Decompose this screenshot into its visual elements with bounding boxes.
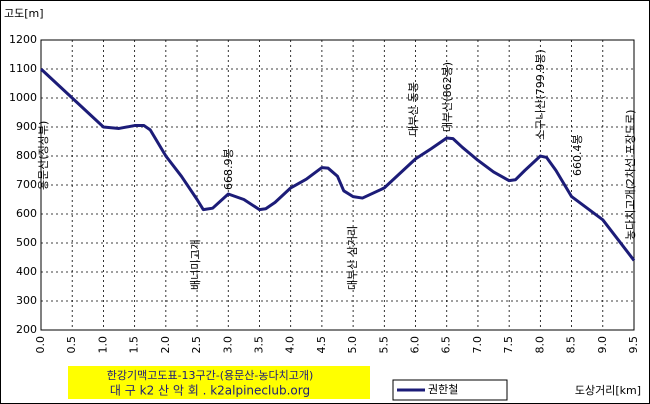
y-axis-title: 고도[m]	[4, 7, 44, 20]
legend	[392, 379, 508, 401]
x-tick-label: 9.0	[596, 336, 609, 354]
x-tick-label: 5.0	[346, 336, 359, 354]
y-tick-label: 600	[16, 207, 37, 220]
x-tick-label: 2.0	[159, 336, 172, 354]
plot-frame	[40, 39, 635, 331]
x-tick-label: 3.5	[252, 336, 265, 354]
annotation: 배너미고개	[189, 239, 202, 290]
x-tick-label: 7.0	[471, 336, 484, 354]
x-tick-label: 2.5	[190, 336, 203, 354]
y-tick-label: 200	[16, 323, 37, 336]
y-tick-label: 700	[16, 178, 37, 191]
x-tick-label: 4.5	[315, 336, 328, 354]
note-box	[68, 366, 370, 399]
annotation: 농다치고개(2차선 포장도로)	[624, 110, 637, 240]
y-tick-label: 1000	[9, 91, 37, 104]
y-tick-label: 900	[16, 120, 37, 133]
x-tick-label: 3.0	[221, 336, 234, 354]
y-tick-label: 300	[16, 294, 37, 307]
y-tick-label: 1200	[9, 33, 37, 46]
data-line	[39, 67, 636, 262]
annotation: 대부산 삼거리	[346, 226, 359, 290]
x-tick-label: 4.0	[284, 336, 297, 354]
x-tick-label: 0.0	[34, 336, 47, 354]
x-tick-label: 1.5	[128, 336, 141, 354]
x-tick-label: 1.0	[96, 336, 109, 354]
y-tick-label: 400	[16, 265, 37, 278]
x-tick-label: 8.0	[533, 336, 546, 354]
x-tick-label: 0.5	[65, 336, 78, 354]
x-axis-title: 도상거리[km]	[575, 384, 641, 397]
x-tick-label: 7.5	[502, 336, 515, 354]
x-tick-label: 6.0	[409, 336, 422, 354]
y-tick-label: 800	[16, 149, 37, 162]
annotation: 대부산(862봉)	[441, 62, 454, 132]
annotation: 668.9봉	[222, 148, 235, 190]
annotation: 소구니산(799.9봉)	[534, 49, 547, 140]
note: 대 구 k2 산 악 회 . k2alpineclub.org	[110, 384, 310, 398]
x-tick-label: 8.5	[565, 336, 578, 354]
y-tick-label: 1100	[9, 62, 37, 75]
y-tick-label: 500	[16, 236, 37, 249]
x-tick-label: 9.5	[627, 336, 640, 354]
annotation: 용문산(정상부)	[37, 121, 50, 190]
annotation: 660.4봉	[571, 134, 584, 176]
x-tick-label: 5.5	[377, 336, 390, 354]
legend-label: 권한철	[428, 383, 458, 396]
note: 한강기맥고도표-13구간-(용문산-농다치고개)	[107, 369, 314, 382]
annotation: 대부산 동봉	[407, 82, 420, 136]
x-tick-label: 6.5	[440, 336, 453, 354]
